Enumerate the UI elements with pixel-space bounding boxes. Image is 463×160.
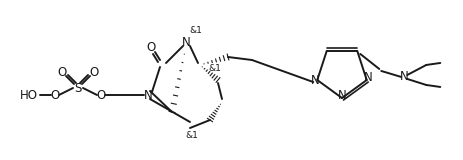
- Text: N: N: [399, 70, 408, 84]
- Text: &1: &1: [189, 25, 202, 35]
- Text: &1: &1: [185, 131, 198, 140]
- Text: O: O: [50, 88, 60, 101]
- Text: &1: &1: [208, 64, 221, 72]
- Text: S: S: [74, 81, 81, 95]
- Text: N: N: [337, 88, 345, 101]
- Text: HO: HO: [20, 88, 38, 101]
- Text: N: N: [310, 74, 319, 87]
- Text: O: O: [146, 40, 155, 53]
- Text: O: O: [96, 88, 106, 101]
- Text: N: N: [363, 71, 372, 84]
- Text: O: O: [89, 65, 99, 79]
- Text: N: N: [144, 88, 152, 101]
- Text: O: O: [57, 65, 67, 79]
- Text: N: N: [181, 36, 190, 48]
